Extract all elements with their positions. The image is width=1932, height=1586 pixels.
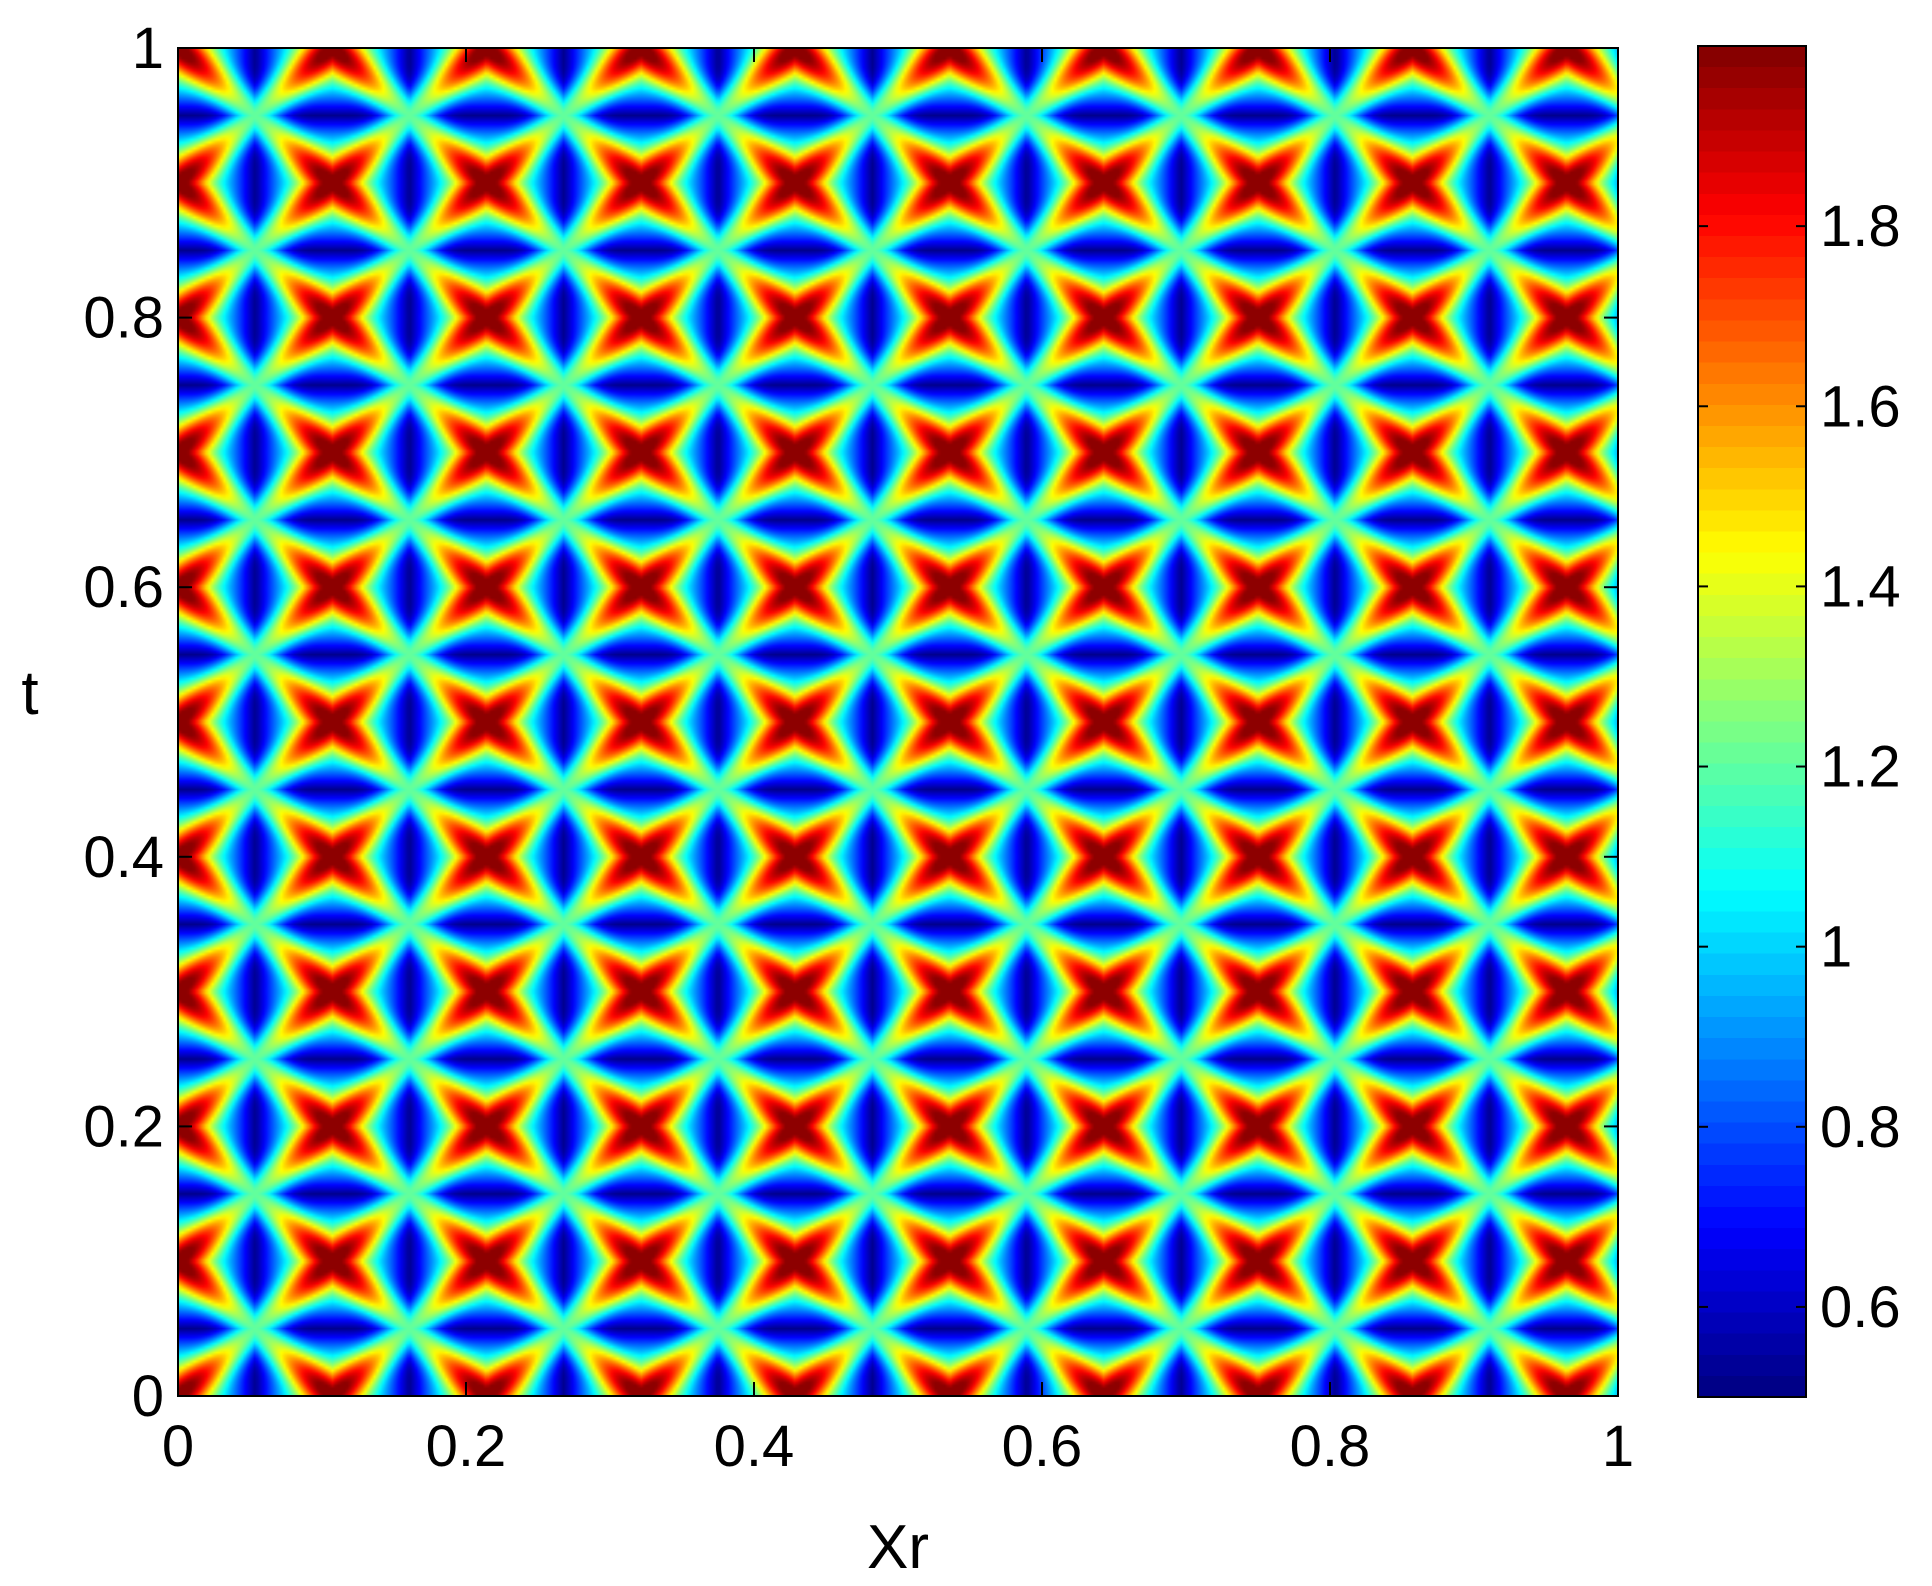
x-tick-label: 0.4	[714, 1414, 795, 1479]
y-tick-label: 0.2	[83, 1094, 164, 1159]
colorbar-tick-label: 0.8	[1820, 1095, 1901, 1160]
x-tick-label: 1	[1602, 1414, 1634, 1479]
colorbar-tick-label: 1.8	[1820, 194, 1901, 259]
colorbar-image	[1698, 46, 1806, 1397]
y-axis-label: t	[21, 659, 38, 728]
y-axis-ticks: 0 0.2 0.4 0.6 0.8 1	[83, 16, 1618, 1429]
y-tick-label: 0.4	[83, 825, 164, 890]
plot-frame	[177, 47, 1619, 1397]
heatmap-image	[178, 48, 1618, 1396]
colorbar-tick-label: 1.2	[1820, 735, 1901, 800]
x-tick-label: 0.2	[426, 1414, 507, 1479]
colorbar-tick-label: 1.4	[1820, 554, 1901, 619]
x-axis-label: Xr	[867, 1513, 929, 1582]
x-axis-ticks: 0 0.2 0.4 0.6 0.8 1	[162, 48, 1634, 1479]
y-tick-label: 1	[132, 16, 164, 81]
colorbar-tick-label: 1	[1820, 915, 1852, 980]
x-tick-label: 0.6	[1002, 1414, 1083, 1479]
y-tick-label: 0.8	[83, 286, 164, 351]
colorbar-ticks: 0.6 0.8 1 1.2 1.4 1.6 1.8	[1698, 194, 1901, 1340]
y-tick-label: 0.6	[83, 555, 164, 620]
x-tick-label: 0.8	[1290, 1414, 1371, 1479]
colorbar-tick-label: 1.6	[1820, 374, 1901, 439]
colorbar-tick-label: 0.6	[1820, 1275, 1901, 1340]
x-tick-label: 0	[162, 1414, 194, 1479]
colorbar-frame	[1697, 45, 1807, 1398]
y-tick-label: 0	[132, 1364, 164, 1429]
